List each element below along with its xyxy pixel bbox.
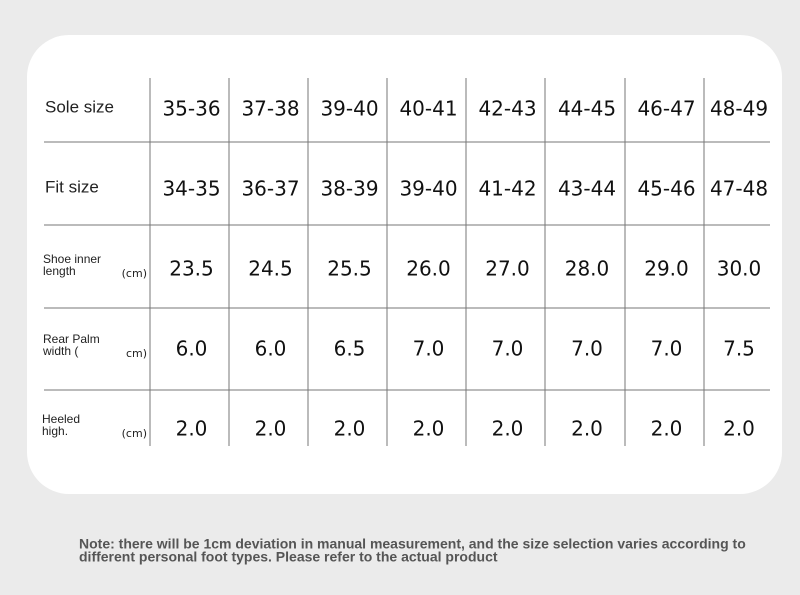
row-label: width ( [42,344,78,358]
note: Note: there will be 1cm deviation in man… [79,536,746,552]
row-unit: cm) [126,347,147,360]
row-label: Rear Palm [43,332,100,346]
cell: 7.0 [571,337,603,361]
cell: 2.0 [176,417,208,441]
row-label: Heeled [42,412,80,426]
cell: 46-47 [637,97,695,121]
cell: 2.0 [413,417,445,441]
cell: 6.0 [255,337,287,361]
cell: 2.0 [571,417,603,441]
cell: 25.5 [327,257,372,281]
row-label: Fit size [45,177,99,196]
cell: 7.5 [723,337,755,361]
cell: 37-38 [241,97,299,121]
cell: 29.0 [644,257,689,281]
cell: 36-37 [241,177,299,201]
cell: 42-43 [478,97,536,121]
cell: 39-40 [320,97,378,121]
row-label: Shoe inner [43,252,101,266]
panel [27,35,782,494]
cell: 44-45 [558,97,616,121]
cell: 45-46 [637,177,695,201]
cell: 34-35 [162,177,220,201]
row-label: length [43,264,76,278]
row-unit: (cm) [122,427,147,440]
cell: 2.0 [492,417,524,441]
cell: 23.5 [169,257,214,281]
cell: 26.0 [406,257,451,281]
cell: 30.0 [717,257,762,281]
row-label: Sole size [45,97,114,116]
cell: 2.0 [651,417,683,441]
cell: 6.0 [176,337,208,361]
cell: 41-42 [478,177,536,201]
cell: 27.0 [485,257,530,281]
cell: 2.0 [723,417,755,441]
cell: 7.0 [651,337,683,361]
cell: 7.0 [492,337,524,361]
cell: 35-36 [162,97,220,121]
row-label: high. [42,424,68,438]
cell: 48-49 [710,97,768,121]
cell: 24.5 [248,257,293,281]
cell: 2.0 [255,417,287,441]
cell: 39-40 [399,177,457,201]
cell: 40-41 [399,97,457,121]
cell: 6.5 [334,337,366,361]
row-unit: (cm) [122,267,147,280]
cell: 7.0 [413,337,445,361]
cell: 2.0 [334,417,366,441]
cell: 43-44 [558,177,616,201]
cell: 38-39 [320,177,378,201]
cell: 28.0 [565,257,610,281]
note: different personal foot types. Please re… [79,549,498,565]
cell: 47-48 [710,177,768,201]
